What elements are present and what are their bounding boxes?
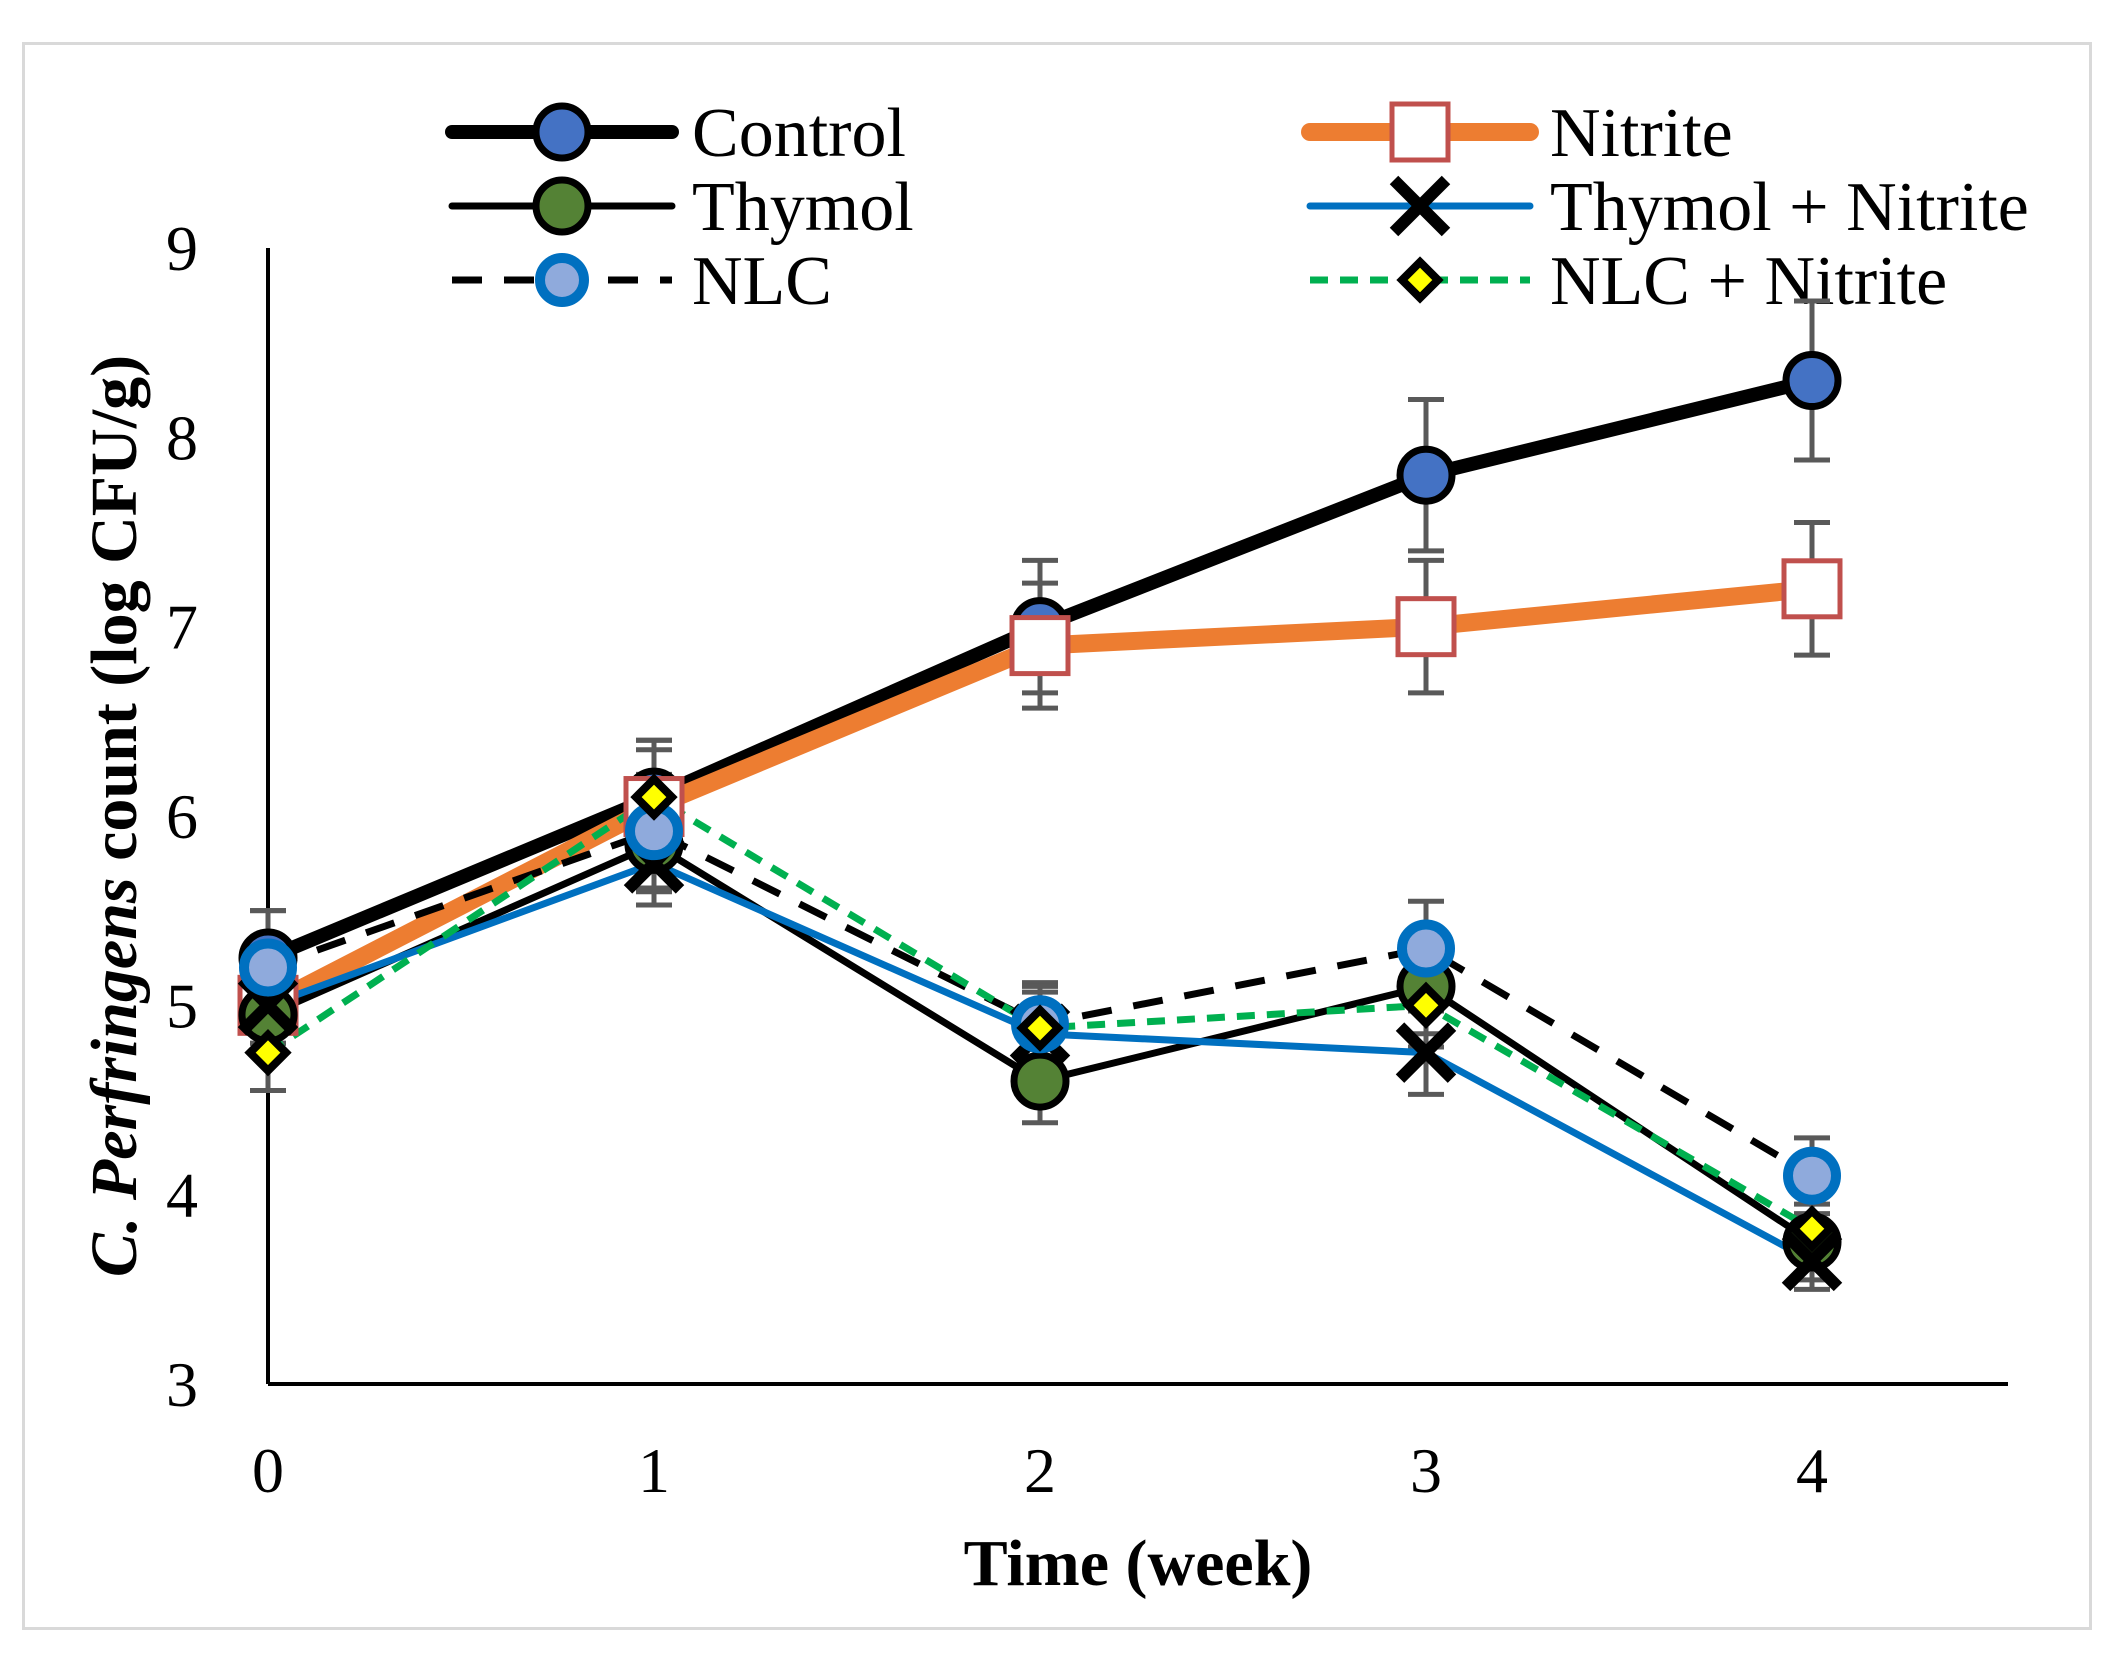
y-tick-label: 9 <box>166 213 198 284</box>
legend-label: NLC <box>692 243 832 320</box>
x-tick-label: 3 <box>1410 1435 1442 1506</box>
data-point-nitrite <box>1781 558 1843 620</box>
y-tick-labels: 3 4 5 6 7 8 9 <box>166 213 198 1420</box>
y-axis-title-suffix: count (log CFU/g) <box>78 355 151 877</box>
data-point-nlc-nitrite <box>1402 981 1450 1029</box>
y-tick-label: 8 <box>166 402 198 473</box>
data-point-nlc <box>239 938 297 997</box>
y-tick-label: 3 <box>166 1349 198 1420</box>
legend-label: Thymol <box>692 169 914 246</box>
data-point-thymol-nitrite <box>1781 1230 1843 1292</box>
legend-label: Thymol + Nitrite <box>1550 169 2029 246</box>
data-point-nlc-nitrite <box>244 1029 292 1077</box>
legend-marker-nlc-nitrite <box>1396 256 1444 304</box>
legend: Control Nitrite Thymol Thymol + Nitrite NLC N… <box>445 95 2029 320</box>
y-axis-title-prefix: C. <box>78 1200 151 1277</box>
data-point-nlc-nitrite <box>1788 1205 1836 1253</box>
data-point-nlc-nitrite <box>1016 1004 1064 1052</box>
legend-item-thymol: Thymol <box>448 169 914 246</box>
data-point-control <box>1782 351 1842 411</box>
legend-marker-thymol <box>532 176 592 236</box>
legend-label: NLC + Nitrite <box>1550 243 1947 320</box>
data-point-thymol-nitrite <box>1395 1022 1457 1083</box>
x-tick-label: 4 <box>1796 1435 1828 1506</box>
legend-marker-thymol-nitrite <box>1389 175 1451 237</box>
x-tick-label: 1 <box>638 1435 670 1506</box>
legend-marker-nlc <box>535 253 589 307</box>
legend-item-nitrite: Nitrite <box>1301 95 1733 172</box>
y-tick-label: 5 <box>166 970 198 1041</box>
y-tick-label: 7 <box>166 592 198 663</box>
data-point-nlc <box>1397 919 1455 978</box>
chart-frame <box>22 42 2092 1630</box>
data-point-nlc-nitrite <box>630 773 678 821</box>
legend-item-nlc-nitrite: NLC + Nitrite <box>1310 243 1947 320</box>
y-tick-label: 4 <box>166 1160 198 1231</box>
data-point-nlc <box>1783 1146 1841 1205</box>
legend-item-thymol-nitrite: Thymol + Nitrite <box>1306 169 2029 246</box>
series-lines <box>259 373 1821 1265</box>
x-axis-title: Time (week) <box>964 1527 1313 1600</box>
series-markers <box>237 351 1843 1292</box>
legend-label: Nitrite <box>1550 95 1733 172</box>
data-point-thymol <box>1010 1051 1070 1111</box>
legend-marker-nitrite <box>1389 101 1451 163</box>
legend-marker-control <box>532 102 592 162</box>
y-axis-title-italic: Perfringens <box>78 877 151 1201</box>
x-tick-label: 0 <box>252 1435 284 1506</box>
data-point-control <box>1396 445 1456 505</box>
y-axis-title: C. Perfringens count (log CFU/g) <box>78 355 151 1277</box>
data-point-nitrite <box>1009 615 1071 677</box>
y-tick-label: 6 <box>166 781 198 852</box>
legend-label: Control <box>692 95 906 172</box>
data-point-nitrite <box>1395 596 1457 658</box>
legend-item-control: Control <box>445 95 906 172</box>
x-tick-labels: 0 1 2 3 4 <box>252 1435 1828 1506</box>
x-tick-label: 2 <box>1024 1435 1056 1506</box>
legend-item-nlc: NLC <box>452 243 832 320</box>
